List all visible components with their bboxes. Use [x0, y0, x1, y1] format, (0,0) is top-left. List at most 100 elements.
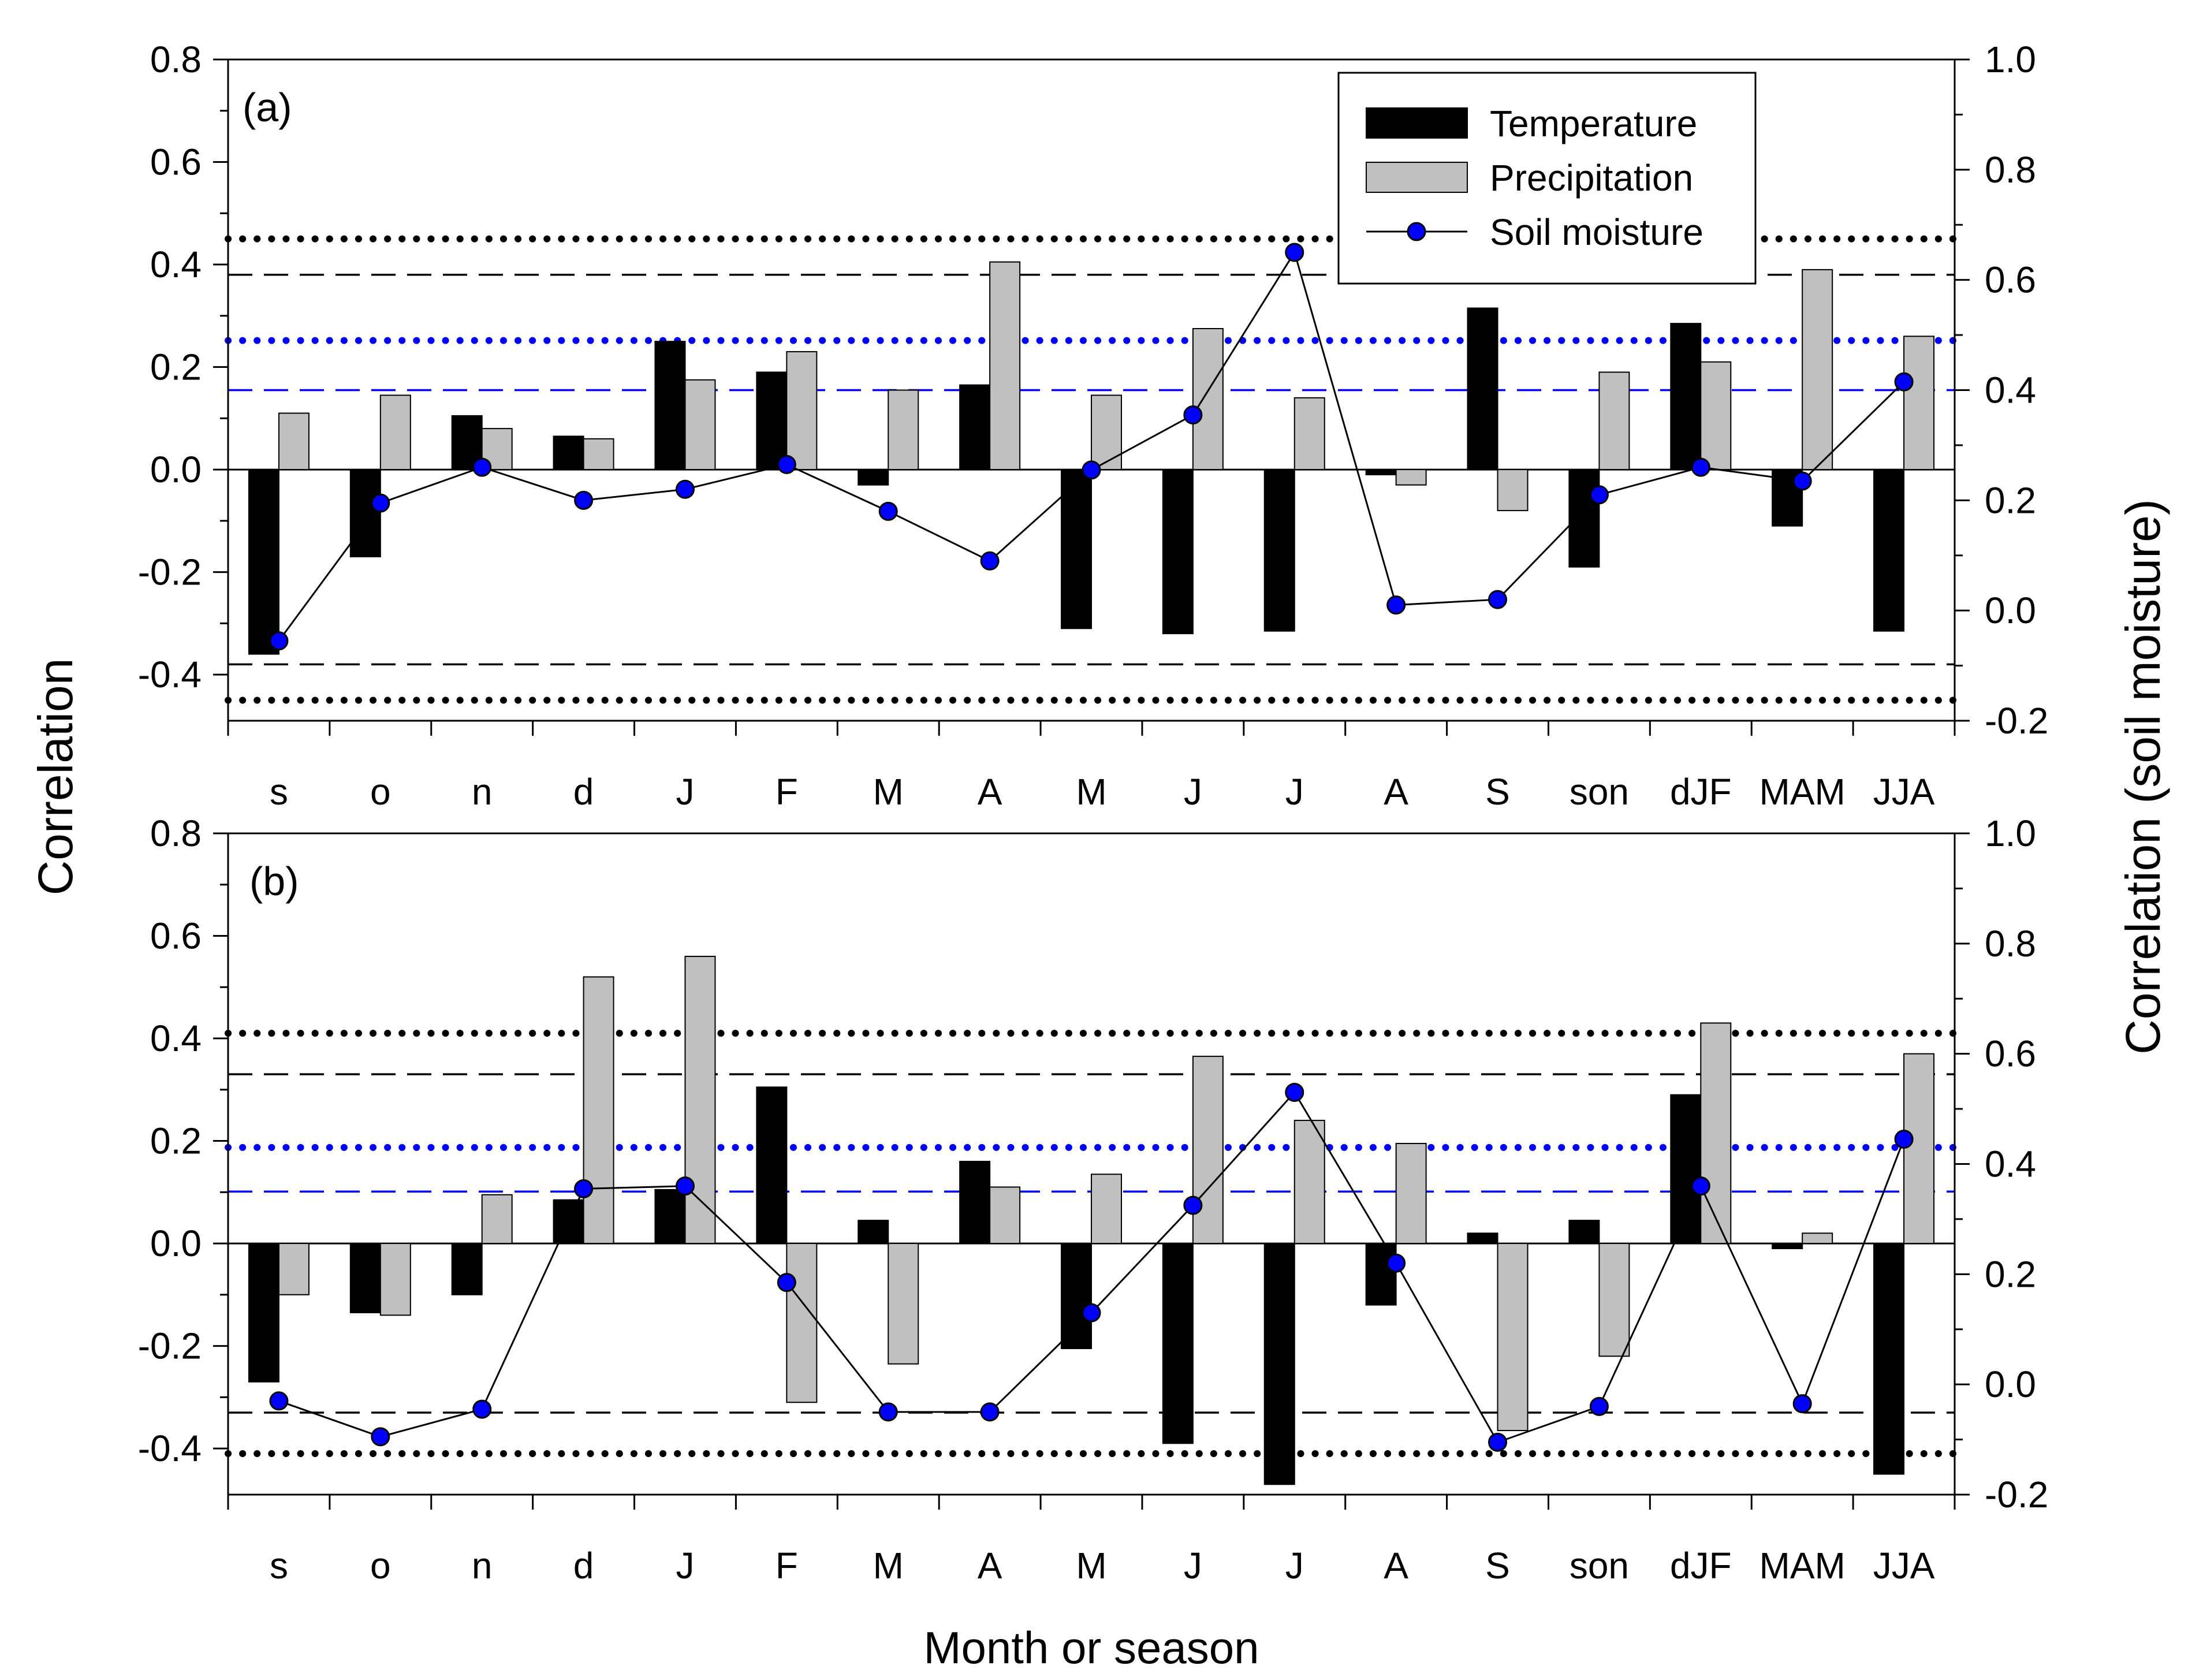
category-label: M: [1076, 771, 1106, 813]
category-label: n: [472, 1545, 493, 1586]
precipitation-bar: [1192, 327, 1224, 471]
precipitation-bar: [1293, 397, 1325, 471]
precipitation-bar: [583, 438, 614, 471]
right-tick-label: 0.0: [1985, 590, 2036, 631]
temperature-bar: [1061, 1243, 1092, 1350]
legend: Temperature Precipitation Soil moisture: [1337, 72, 1757, 285]
precipitation-bar: [481, 1194, 513, 1245]
soil-moisture-point: [1285, 1082, 1304, 1102]
soil-moisture-point: [371, 1427, 390, 1447]
left-tick-label: -0.2: [138, 552, 202, 593]
precipitation-bar: [1497, 469, 1529, 512]
soil-moisture-point: [1691, 457, 1710, 477]
soil-moisture-point: [472, 1399, 492, 1419]
left-tick-label: -0.4: [138, 1428, 202, 1469]
temperature-bar: [248, 469, 279, 655]
category-label: dJF: [1670, 1545, 1732, 1586]
temperature-bar: [1263, 469, 1295, 632]
precipitation-bar: [278, 1243, 310, 1295]
left-tick-label: 0.8: [150, 39, 202, 80]
right-tick-label: 1.0: [1985, 813, 2036, 854]
category-label: s: [270, 1545, 288, 1586]
right-tick-label: 1.0: [1985, 39, 2036, 80]
soil-moisture-point: [980, 551, 1000, 571]
category-label: A: [1384, 771, 1408, 813]
precipitation-bar: [888, 389, 919, 471]
left-tick-label: 0.4: [150, 1018, 202, 1059]
soil-moisture-point: [371, 493, 390, 513]
temperature-bar: [959, 1161, 991, 1245]
y-axis-title-right: Correlation (soil moisture): [2116, 499, 2170, 1055]
temperature-bar: [451, 1243, 483, 1295]
legend-label: Soil moisture: [1490, 211, 1703, 253]
precipitation-bar: [786, 351, 818, 471]
right-tick-label: 0.8: [1985, 149, 2036, 191]
category-label: J: [1184, 771, 1202, 813]
left-tick-label: 0.0: [150, 1223, 202, 1264]
panel-label: (b): [249, 859, 299, 904]
temperature-bar: [1670, 1094, 1702, 1245]
temperature-bar: [858, 1220, 889, 1245]
temperature-bar: [858, 469, 889, 486]
precipitation-bar: [278, 412, 310, 471]
category-label: J: [676, 771, 694, 813]
left-tick-label: 0.2: [150, 1120, 202, 1162]
category-label: S: [1485, 771, 1510, 813]
left-tick-label: 0.0: [150, 449, 202, 490]
soil-moisture-point: [1691, 1176, 1710, 1196]
precipitation-bar: [1903, 336, 1935, 471]
soil-moisture-point: [1589, 485, 1609, 505]
precipitation-bar: [379, 394, 411, 471]
category-label: s: [270, 771, 288, 813]
temperature-bar: [1873, 469, 1905, 632]
x-axis-title: Month or season: [923, 1622, 1259, 1673]
right-tick-label: 0.6: [1985, 259, 2036, 301]
category-label: M: [873, 771, 904, 813]
temperature-bar: [654, 341, 686, 471]
panel-a: 0.8 0.6 0.4 0.2 0.0 -0.2 -0.4 1.0 0.8 0.6 0.4 0.2 0.…: [138, 39, 2049, 813]
panel-b: 0.8 0.6 0.4 0.2 0.0 -0.2 -0.4 1.0 0.8 0.6 0.4 0.2 0.…: [138, 813, 2049, 1586]
temperature-bar: [1365, 469, 1397, 475]
soil-moisture-point: [980, 1402, 1000, 1422]
soil-moisture-point: [1386, 1253, 1406, 1273]
soil-moisture-point: [1792, 471, 1812, 491]
right-tick-label: 0.2: [1985, 1253, 2036, 1295]
precipitation-bar: [1192, 1056, 1224, 1245]
category-label: J: [1285, 771, 1304, 813]
precipitation-bar: [989, 261, 1021, 471]
category-label: son: [1570, 1545, 1629, 1586]
temperature-bar: [1873, 1243, 1905, 1475]
temperature-bar: [1568, 469, 1600, 568]
temperature-bar: [756, 1086, 788, 1245]
soil-moisture-point: [269, 1391, 289, 1411]
category-label: MAM: [1759, 771, 1846, 813]
left-tick-label: -0.2: [138, 1325, 202, 1367]
precipitation-bar: [1700, 1022, 1732, 1245]
soil-moisture-point: [1894, 1130, 1914, 1149]
soil-moisture-point: [472, 457, 492, 477]
soil-moisture-point: [1488, 590, 1508, 609]
soil-moisture-point: [1183, 1195, 1203, 1215]
soil-moisture-point: [574, 1179, 594, 1198]
category-label: J: [1285, 1545, 1304, 1586]
precipitation-bar: [1802, 1232, 1833, 1245]
temperature-bar: [1772, 1243, 1803, 1249]
temperature-bar: [1467, 1232, 1498, 1245]
category-label: A: [1384, 1545, 1408, 1586]
legend-precipitation-swatch: [1366, 162, 1468, 193]
precipitation-bar: [1293, 1120, 1325, 1245]
soil-moisture-point: [1183, 405, 1203, 424]
right-tick-label: -0.2: [1985, 1474, 2048, 1515]
precipitation-bar: [1395, 1142, 1427, 1245]
temperature-bar: [959, 384, 991, 471]
right-tick-label: -0.2: [1985, 700, 2048, 742]
right-tick-label: 0.4: [1985, 1143, 2036, 1185]
left-tick-label: 0.8: [150, 813, 202, 854]
soil-moisture-point: [675, 1176, 695, 1196]
legend-label: Precipitation: [1490, 157, 1693, 199]
precipitation-bar: [1395, 469, 1427, 486]
temperature-bar: [654, 1189, 686, 1245]
precipitation-bar: [1497, 1243, 1529, 1432]
category-label: n: [472, 771, 493, 813]
